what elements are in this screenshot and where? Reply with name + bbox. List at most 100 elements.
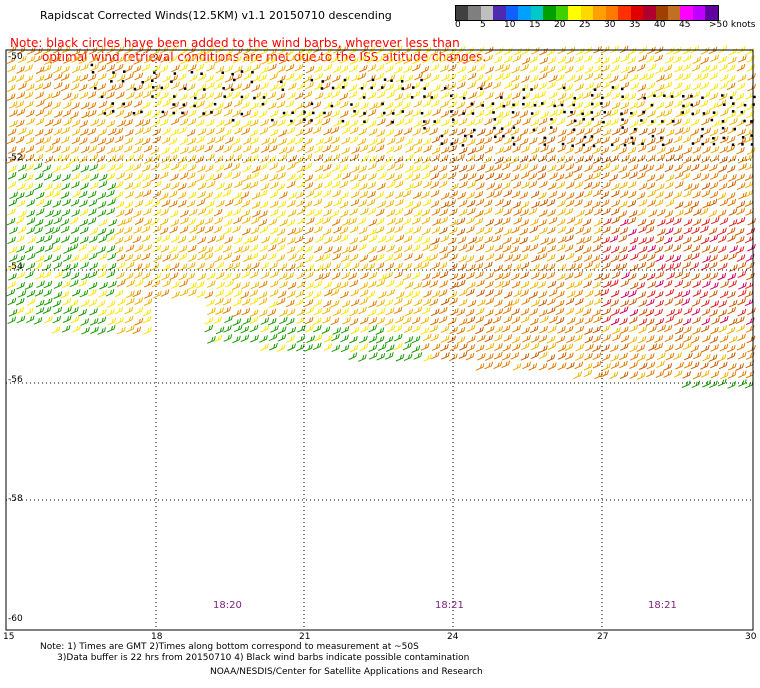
wind-barb xyxy=(566,118,575,127)
wind-barb xyxy=(557,129,567,137)
wind-barb xyxy=(323,110,332,119)
wind-barb xyxy=(638,54,647,62)
contamination-marker xyxy=(152,86,155,89)
wind-barb xyxy=(305,81,314,90)
wind-barb xyxy=(296,245,306,253)
wind-barb xyxy=(267,91,277,100)
wind-barb xyxy=(252,209,261,218)
wind-barb xyxy=(223,227,232,235)
wind-barb xyxy=(429,93,439,101)
wind-barb xyxy=(690,361,700,370)
wind-barb xyxy=(151,72,161,81)
wind-barb xyxy=(511,308,520,316)
wind-barb xyxy=(699,207,709,216)
wind-barb xyxy=(575,297,584,306)
wind-barb xyxy=(206,280,216,288)
wind-barb xyxy=(512,118,522,127)
wind-barb xyxy=(171,281,180,289)
wind-barb xyxy=(663,81,673,90)
wind-barb xyxy=(421,190,430,199)
wind-barb xyxy=(35,66,45,74)
wind-barb xyxy=(727,306,736,315)
wind-barb xyxy=(295,290,305,298)
wind-barb xyxy=(422,73,432,81)
wind-barb xyxy=(502,199,511,208)
wind-barb xyxy=(682,280,692,289)
wind-barb xyxy=(511,280,521,289)
wind-barb xyxy=(557,352,567,360)
wind-barb xyxy=(484,117,493,126)
wind-barb xyxy=(423,145,432,153)
wind-barb xyxy=(672,254,682,263)
wind-barb xyxy=(664,227,674,235)
wind-barb xyxy=(332,327,342,335)
wind-barb xyxy=(690,118,700,127)
wind-barb xyxy=(98,235,108,243)
wind-barb xyxy=(556,163,565,172)
wind-barb xyxy=(736,207,746,216)
wind-barb xyxy=(286,72,295,81)
wind-barb xyxy=(611,263,621,272)
wind-barb xyxy=(575,64,585,73)
wind-barb xyxy=(294,235,304,244)
wind-barb xyxy=(421,126,431,135)
colorbar-swatch xyxy=(555,6,569,20)
wind-barb xyxy=(241,83,251,91)
wind-barb xyxy=(493,183,503,191)
wind-barb xyxy=(51,237,61,245)
wind-barb xyxy=(294,298,304,307)
contamination-marker xyxy=(731,143,735,146)
wind-barb xyxy=(621,154,630,163)
wind-barb xyxy=(378,273,387,281)
wind-barb xyxy=(404,253,413,261)
wind-barb xyxy=(52,200,62,208)
wind-barb xyxy=(646,82,656,90)
wind-barb xyxy=(313,65,323,73)
wind-barb xyxy=(414,253,423,261)
wind-barb xyxy=(332,263,341,271)
wind-barb xyxy=(18,55,27,64)
colorbar-swatch xyxy=(530,6,544,20)
contamination-marker xyxy=(391,120,394,124)
contamination-marker xyxy=(350,103,353,106)
wind-barb xyxy=(187,180,197,189)
wind-barb xyxy=(475,326,484,335)
wind-barb xyxy=(242,137,252,145)
wind-barb xyxy=(531,299,540,307)
wind-barb xyxy=(700,225,709,234)
wind-barb xyxy=(413,138,423,146)
wind-barb xyxy=(332,282,342,290)
contamination-marker xyxy=(401,87,404,90)
wind-barb xyxy=(448,100,457,109)
wind-barb xyxy=(367,190,376,199)
wind-barb xyxy=(610,317,620,326)
wind-barb xyxy=(477,128,486,136)
colorbar-label: 25 xyxy=(579,20,591,30)
wind-barb xyxy=(702,127,711,136)
wind-barb xyxy=(359,297,368,306)
wind-barb xyxy=(234,245,243,254)
wind-barb xyxy=(242,47,251,55)
wind-barb xyxy=(528,154,538,162)
wind-barb xyxy=(456,153,465,162)
wind-barb xyxy=(483,207,493,215)
wind-barb xyxy=(413,100,422,108)
wind-barb xyxy=(52,254,62,263)
wind-barb xyxy=(744,381,754,389)
lat-label-50: -50 xyxy=(8,52,23,62)
wind-barb xyxy=(682,156,692,164)
wind-barb xyxy=(98,56,107,64)
wind-barb xyxy=(232,171,241,180)
wind-barb xyxy=(430,317,439,326)
wind-barb xyxy=(305,306,315,315)
contamination-marker xyxy=(591,118,594,121)
wind-barb xyxy=(736,200,746,209)
wind-barb xyxy=(629,316,638,324)
wind-barb xyxy=(197,128,207,136)
wind-barb xyxy=(612,333,621,342)
wind-barb xyxy=(495,198,504,207)
wind-barb xyxy=(592,360,602,369)
wind-barb xyxy=(519,236,528,245)
wind-barb xyxy=(368,155,378,163)
wind-barb xyxy=(663,64,673,72)
